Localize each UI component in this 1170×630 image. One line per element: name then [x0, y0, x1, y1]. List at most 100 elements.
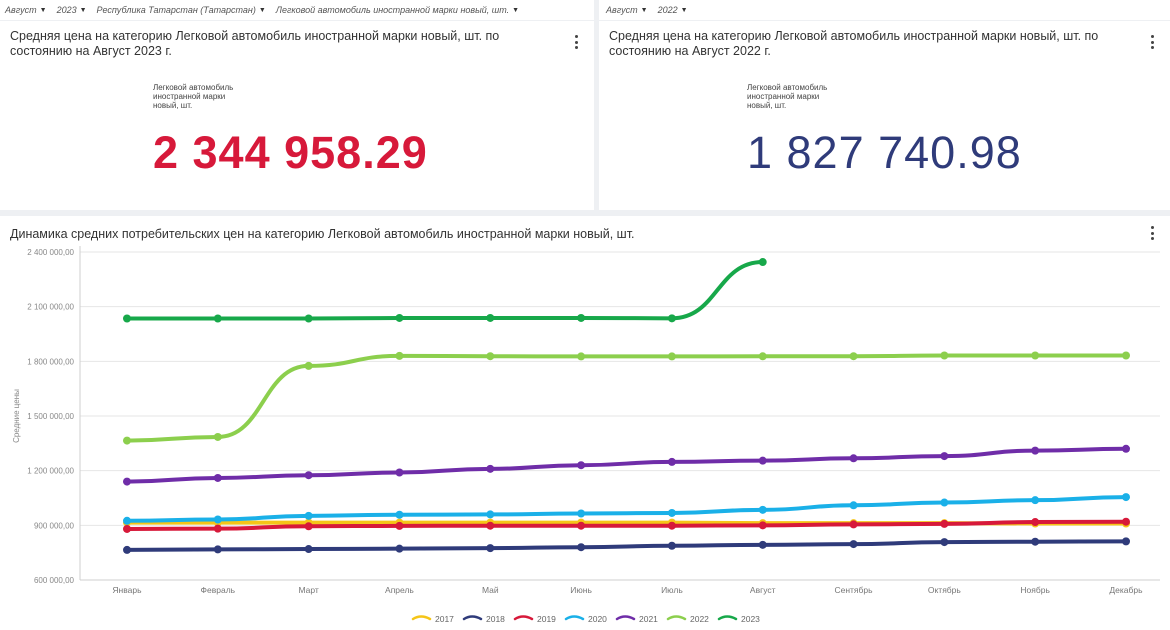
legend-label-2021: 2021	[639, 614, 658, 624]
data-point-2023	[123, 314, 131, 323]
data-point-2018	[304, 545, 313, 554]
data-point-2021	[1122, 444, 1130, 453]
data-point-2018	[849, 540, 858, 549]
data-point-2020	[486, 510, 495, 519]
legend-swatch-2020	[564, 615, 585, 621]
caret-down-icon: ▼	[258, 6, 266, 14]
more-vert-icon[interactable]	[572, 35, 580, 49]
legend-swatch-2019	[513, 615, 534, 621]
data-point-2020	[758, 505, 767, 514]
data-point-2019	[123, 524, 131, 533]
data-point-2020	[940, 498, 949, 507]
legend-label-2022: 2022	[690, 614, 709, 624]
kpi-card-2022: Средняя цена на категорию Легковой автом…	[599, 21, 1170, 210]
data-point-2019	[849, 520, 858, 529]
line-chart: 600 000,00 900 000,00 1 200 000,00 1 500 00…	[12, 246, 1160, 624]
x-tick-label: Ноябрь	[1020, 585, 1050, 595]
data-point-2020	[1031, 496, 1040, 505]
caret-down-icon: ▼	[640, 6, 648, 14]
y-tick-label: 900 000,00	[34, 521, 75, 530]
series-line-2018	[125, 539, 1128, 552]
y-axis-title: Средние цены	[12, 389, 21, 443]
data-point-2022	[1122, 351, 1130, 360]
data-point-2021	[395, 468, 404, 477]
data-point-2019	[395, 521, 404, 530]
data-point-2020	[395, 510, 404, 519]
caret-down-icon: ▼	[79, 6, 87, 14]
data-point-2019	[1122, 517, 1130, 526]
kpi-title: Средняя цена на категорию Легковой автом…	[609, 29, 1099, 58]
more-vert-icon[interactable]	[1148, 226, 1156, 240]
data-point-2022	[758, 352, 767, 361]
data-point-2023	[213, 314, 222, 323]
data-point-2022	[577, 352, 586, 361]
data-point-2019	[304, 522, 313, 531]
filter-year-compare[interactable]: 2022 ▼	[658, 5, 688, 15]
x-tick-label: Январь	[112, 585, 142, 595]
data-point-2020	[577, 509, 586, 518]
series-line-2023	[125, 260, 765, 321]
data-point-2022	[213, 432, 222, 441]
filter-region-label: Республика Татарстан (Татарстан)	[96, 5, 256, 15]
data-point-2021	[577, 461, 586, 470]
x-tick-label: Июль	[661, 585, 683, 595]
data-point-2021	[758, 456, 767, 465]
filter-month[interactable]: Август ▼	[5, 5, 47, 15]
y-tick-label: 600 000,00	[34, 576, 75, 585]
caret-down-icon: ▼	[512, 6, 520, 14]
x-tick-label: Май	[482, 585, 499, 595]
data-point-2023	[577, 313, 586, 322]
filter-category-label: Легковой автомобиль иностранной марки но…	[275, 5, 510, 15]
kpi-title: Средняя цена на категорию Легковой автом…	[10, 29, 500, 58]
x-tick-label: Март	[298, 585, 318, 595]
chart-title: Динамика средних потребительских цен на …	[10, 227, 635, 241]
data-point-2022	[849, 352, 858, 361]
series-line-2020	[125, 495, 1128, 523]
data-point-2019	[486, 521, 495, 530]
y-tick-label: 1 200 000,00	[27, 467, 74, 476]
data-point-2020	[1122, 493, 1130, 502]
data-point-2022	[395, 351, 404, 360]
x-tick-label: Октябрь	[928, 585, 962, 595]
data-point-2020	[304, 511, 313, 520]
filter-month-compare[interactable]: Август ▼	[606, 5, 648, 15]
y-tick-label: 1 500 000,00	[27, 412, 74, 421]
data-point-2022	[940, 351, 949, 360]
legend-label-2023: 2023	[741, 614, 760, 624]
data-point-2020	[213, 515, 222, 524]
data-point-2023	[395, 313, 404, 322]
kpi-label: Легковой автомобиль иностранной марки но…	[747, 83, 828, 110]
legend-swatch-2018	[462, 615, 483, 621]
kpi-card-2023: Средняя цена на категорию Легковой автом…	[0, 21, 594, 210]
y-tick-label: 2 100 000,00	[27, 303, 74, 312]
data-point-2019	[758, 521, 767, 530]
data-point-2018	[486, 544, 495, 553]
kpi-value: 2 344 958.29	[153, 127, 428, 178]
legend-swatch-2023	[717, 615, 738, 621]
data-point-2019	[667, 521, 676, 530]
filter-category[interactable]: Легковой автомобиль иностранной марки но…	[276, 5, 519, 15]
filter-year-compare-label: 2022	[657, 5, 678, 15]
filter-year[interactable]: 2023 ▼	[57, 5, 87, 15]
data-point-2018	[758, 540, 767, 549]
x-tick-label: Август	[750, 585, 776, 595]
data-point-2022	[123, 436, 131, 445]
data-point-2018	[1031, 537, 1040, 546]
more-vert-icon[interactable]	[1148, 35, 1156, 49]
data-point-2022	[486, 352, 495, 361]
x-tick-label: Апрель	[385, 585, 414, 595]
legend-label-2017: 2017	[435, 614, 454, 624]
data-point-2018	[940, 538, 949, 547]
filter-month-label: Август	[5, 5, 37, 15]
data-point-2018	[577, 543, 586, 552]
data-point-2019	[1031, 518, 1040, 527]
data-point-2018	[213, 545, 222, 554]
data-point-2021	[123, 477, 131, 486]
y-tick-label: 1 800 000,00	[27, 357, 74, 366]
filter-region[interactable]: Республика Татарстан (Татарстан) ▼	[97, 5, 266, 15]
data-point-2021	[940, 452, 949, 461]
data-point-2018	[123, 545, 131, 554]
data-point-2021	[304, 471, 313, 480]
kpi-value: 1 827 740.98	[747, 127, 1022, 178]
data-point-2018	[667, 541, 676, 550]
